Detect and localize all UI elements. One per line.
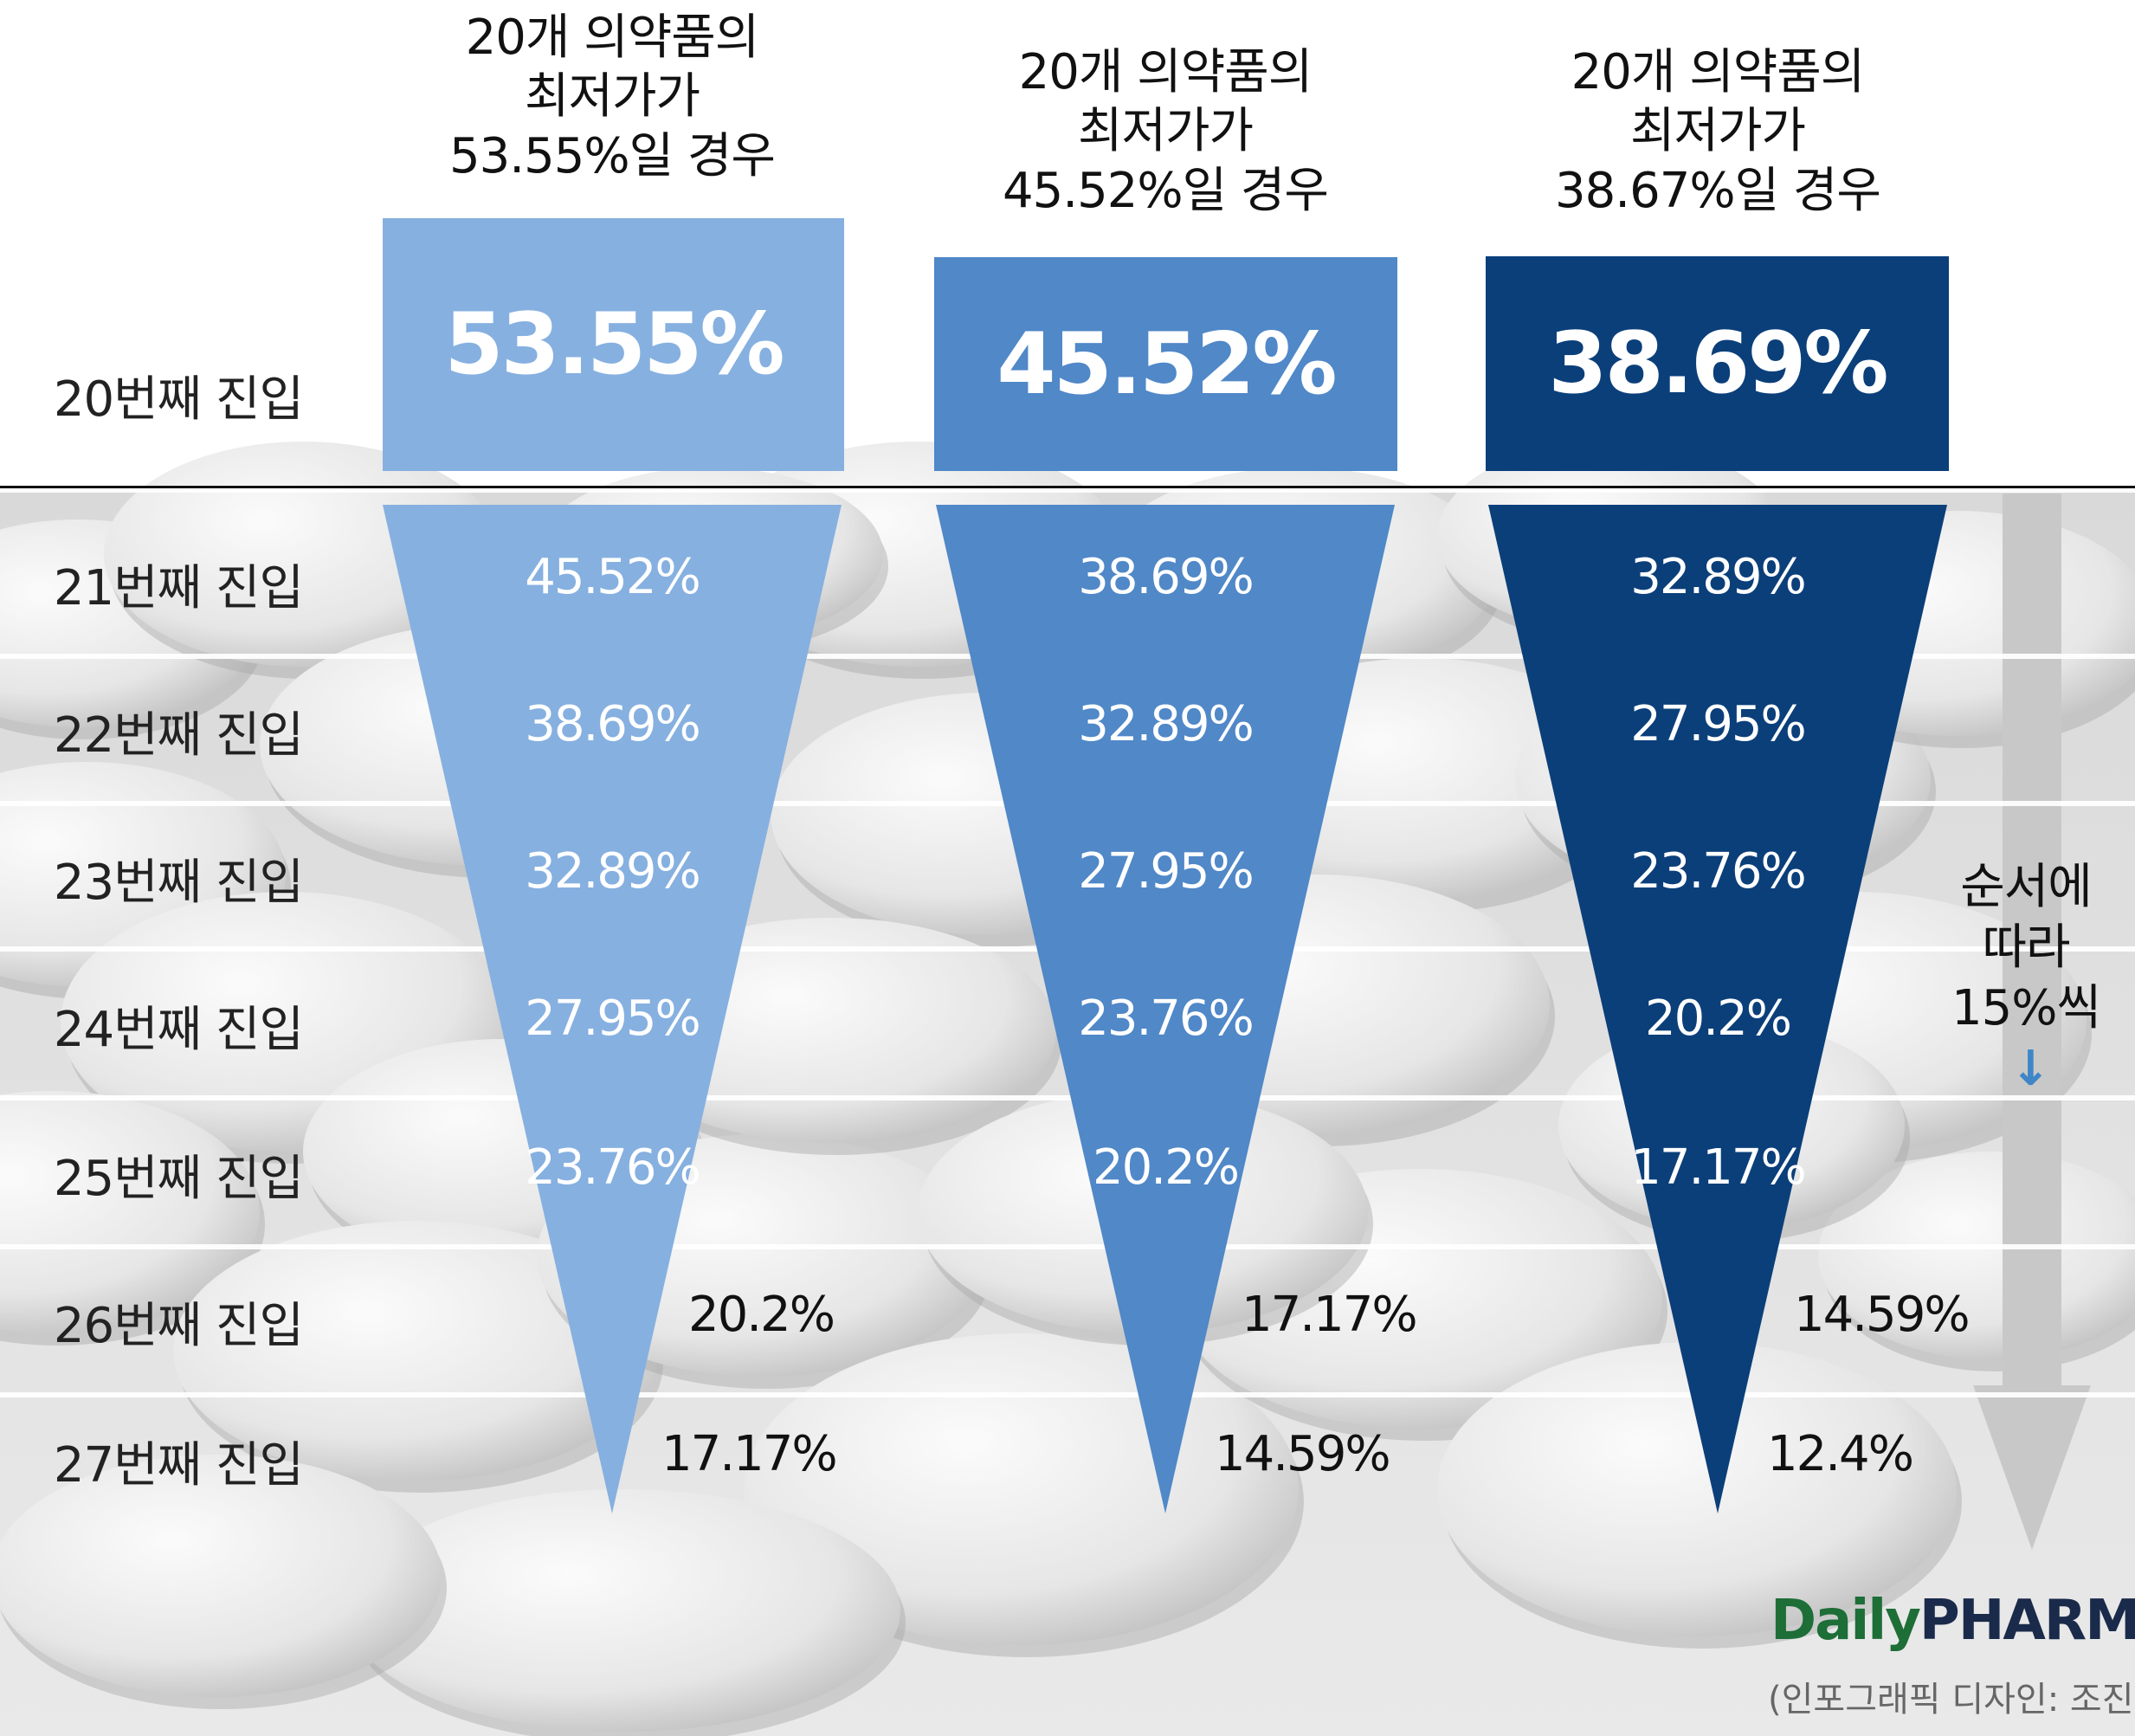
funnel-value: 32.89%: [1078, 696, 1255, 752]
row-label: 25번째 진입: [53, 1151, 304, 1207]
logo-daily: Daily: [1771, 1589, 1921, 1653]
funnel-value: 27.95%: [1078, 843, 1255, 900]
pill-image: [173, 1221, 658, 1481]
row-separator: [0, 1095, 2135, 1100]
pill-image: [1437, 1342, 1957, 1636]
funnel-value: 12.4%: [1767, 1426, 1914, 1482]
scenario-title-line: 최저가가: [1629, 103, 1806, 160]
funnel-value: 14.59%: [1794, 1287, 1971, 1343]
funnel-value: 27.95%: [525, 991, 701, 1047]
note-line-3: 15%씩 ↓: [1939, 978, 2112, 1100]
row-label: 23번째 진입: [53, 855, 304, 911]
header-divider: [0, 486, 2135, 488]
row-separator: [0, 487, 2135, 493]
row-label: 20번째 진입: [53, 371, 304, 428]
pill-image: [346, 1489, 900, 1732]
starting-price-value: 45.52%: [997, 314, 1337, 414]
funnel-value: 17.17%: [1242, 1287, 1418, 1343]
row-label: 22번째 진입: [53, 707, 304, 764]
funnel-value: 38.69%: [525, 696, 701, 752]
decrease-note: 순서에 따라 15%씩 ↓: [1939, 857, 2112, 1100]
scenario-title-2: 20개 의약품의 최저가가 45.52%일 경우: [940, 43, 1390, 221]
row-label: 21번째 진입: [53, 560, 304, 616]
funnel-value: 45.52%: [525, 549, 701, 605]
order-arrow-head: [1973, 1385, 2091, 1550]
funnel-value: 20.2%: [1093, 1139, 1240, 1196]
down-arrow-icon: ↓: [2010, 1041, 2051, 1097]
funnel-value: 14.59%: [1215, 1426, 1391, 1482]
order-arrow-shaft: [2003, 494, 2061, 1385]
row-label: 27번째 진입: [53, 1437, 304, 1494]
row-separator: [0, 1244, 2135, 1249]
funnel-value: 23.76%: [1078, 991, 1255, 1047]
pill-image: [0, 1455, 442, 1697]
note-line-3-text: 15%씩: [1951, 980, 2101, 1036]
funnel-value: 27.95%: [1630, 696, 1807, 752]
funnel-value: 17.17%: [661, 1426, 838, 1482]
scenario-title-1: 20개 의약품의 최저가가 53.55%일 경우: [387, 9, 837, 186]
funnel-value: 38.69%: [1078, 549, 1255, 605]
scenario-title-line: 20개 의약품의: [1571, 44, 1866, 100]
starting-price-box-2: 45.52%: [934, 257, 1397, 471]
funnel-value: 17.17%: [1630, 1139, 1807, 1196]
row-label: 26번째 진입: [53, 1298, 304, 1354]
funnel-triangle-2: [936, 505, 1395, 1513]
starting-price-box-3: 38.69%: [1486, 256, 1949, 471]
scenario-title-line: 20개 의약품의: [1018, 44, 1313, 100]
pill-image: [0, 1091, 260, 1333]
scenario-title-line: 45.52%일 경우: [1003, 162, 1329, 219]
funnel-value: 32.89%: [525, 843, 701, 900]
funnel-value: 23.76%: [1630, 843, 1807, 900]
starting-price-value: 53.55%: [444, 295, 784, 394]
starting-price-box-1: 53.55%: [383, 218, 844, 471]
pill-image: [104, 442, 502, 667]
funnel-triangle-3: [1488, 505, 1947, 1513]
scenario-title-line: 20개 의약품의: [465, 10, 760, 66]
funnel-value: 23.76%: [525, 1139, 701, 1196]
note-line-1: 순서에: [1960, 859, 2093, 915]
scenario-title-line: 최저가가: [1077, 103, 1254, 160]
scenario-title-line: 38.67%일 경우: [1555, 162, 1881, 219]
row-label: 24번째 진입: [53, 1002, 304, 1058]
scenario-title-line: 53.55%일 경우: [449, 127, 776, 184]
design-credit: (인포그래픽 디자인: 조진숙): [1768, 1680, 2135, 1720]
scenario-title-line: 최저가가: [524, 68, 700, 126]
dailypharm-logo: DailyPHARM: [1771, 1589, 2135, 1653]
funnel-value: 32.89%: [1630, 549, 1807, 605]
scenario-title-3: 20개 의약품의 최저가가 38.67%일 경우: [1493, 43, 1943, 221]
logo-pharm: PHARM: [1919, 1589, 2135, 1653]
funnel-value: 20.2%: [1645, 991, 1792, 1047]
row-separator: [0, 1392, 2135, 1397]
note-line-2: 따라: [1982, 920, 2070, 976]
starting-price-value: 38.69%: [1548, 314, 1888, 413]
funnel-value: 20.2%: [688, 1287, 835, 1343]
funnel-triangle-1: [383, 505, 842, 1513]
